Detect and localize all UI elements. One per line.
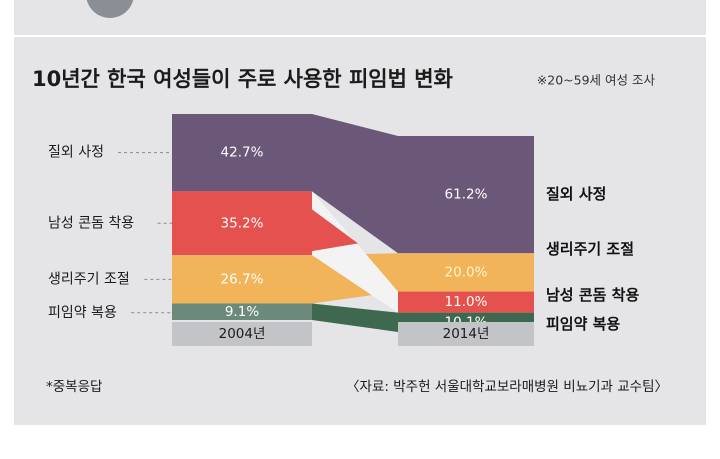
header-circle-icon — [86, 0, 134, 18]
bar-2004-condom — [172, 191, 312, 256]
bar-2004-withdrawal — [172, 114, 312, 192]
category-label-2004: 2004년 — [219, 326, 266, 342]
bar-2014-rhythm — [398, 253, 534, 292]
bar-2004-rhythm — [172, 255, 312, 304]
value-label-2004-withdrawal: 42.7% — [221, 145, 264, 161]
bar-2014-withdrawal — [398, 136, 534, 254]
bar-2004-pill — [172, 303, 312, 320]
flow-band-pill — [312, 303, 398, 332]
value-label-2014-condom: 11.0% — [445, 294, 488, 310]
footnote: *중복응답 — [46, 379, 102, 395]
legend-right-condom: 남성 콘돔 착용 — [546, 286, 639, 304]
value-label-2004-pill: 9.1% — [225, 304, 259, 320]
legend-left-condom: 남성 콘돔 착용 — [48, 215, 134, 231]
flow-band-condom-accent — [312, 209, 358, 252]
legend-left-pill: 피임약 복용 — [48, 305, 117, 321]
axis-band-2014 — [398, 322, 534, 346]
flow-band-withdrawal — [312, 114, 398, 254]
value-label-2014-withdrawal: 61.2% — [445, 187, 488, 203]
legend-left-rhythm: 생리주기 조절 — [48, 271, 130, 287]
source-note: 〈자료: 박주헌 서울대학교보라매병원 비뇨기과 교수팀〉 — [346, 379, 668, 395]
chart-subtitle: ※20~59세 여성 조사 — [537, 73, 656, 88]
legend-left-withdrawal: 질외 사정 — [48, 145, 104, 161]
value-label-2004-condom: 35.2% — [221, 215, 264, 231]
bar-2014-condom — [398, 291, 534, 313]
legend-right-rhythm: 생리주기 조절 — [546, 240, 634, 258]
legend-right-withdrawal: 질외 사정 — [546, 185, 606, 203]
legend-right-pill: 피임약 복용 — [546, 315, 620, 333]
flow-band-condom — [312, 191, 398, 313]
chart-title: 10년간 한국 여성들이 주로 사용한 피임법 변화 — [32, 67, 454, 91]
value-label-2014-rhythm: 20.0% — [445, 264, 488, 280]
value-label-2004-rhythm: 26.7% — [221, 271, 264, 287]
axis-band-2004 — [172, 322, 312, 346]
category-label-2014: 2014년 — [443, 326, 490, 342]
